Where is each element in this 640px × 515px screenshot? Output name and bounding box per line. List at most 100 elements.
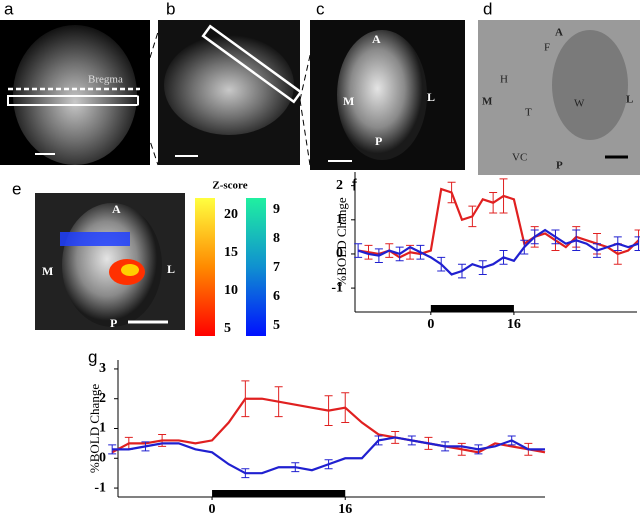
annotation: A bbox=[555, 27, 563, 39]
error-bar bbox=[374, 248, 383, 263]
error-bar bbox=[407, 435, 416, 446]
y-tick-label: 2 bbox=[99, 391, 106, 406]
annotation: T bbox=[525, 107, 532, 119]
error-bar bbox=[374, 435, 383, 446]
panel-label: g bbox=[88, 347, 97, 366]
error-bar bbox=[457, 263, 466, 279]
error-bar bbox=[520, 239, 529, 255]
activation-cool bbox=[60, 232, 130, 246]
stimulus-bar bbox=[212, 490, 346, 497]
error-bar bbox=[572, 229, 581, 252]
colorbar bbox=[195, 198, 215, 336]
y-tick-label: 0 bbox=[336, 246, 343, 261]
error-bar bbox=[241, 468, 250, 479]
error-bar bbox=[613, 236, 622, 252]
panel-label: a bbox=[4, 0, 14, 18]
annotation: P bbox=[556, 160, 563, 172]
x-tick-label: 16 bbox=[507, 317, 521, 332]
error-bar bbox=[364, 244, 373, 260]
colorbar-title: Z-score bbox=[212, 180, 247, 192]
error-bar bbox=[593, 243, 602, 258]
y-tick-label: -1 bbox=[94, 480, 106, 495]
error-bar bbox=[437, 256, 446, 272]
x-tick-label: 0 bbox=[427, 317, 434, 332]
annotation: F bbox=[544, 42, 550, 54]
error-bar bbox=[395, 246, 404, 262]
series-line bbox=[357, 228, 639, 276]
image bbox=[337, 30, 427, 160]
image bbox=[164, 35, 294, 135]
y-tick-label: 0 bbox=[99, 451, 106, 466]
annotation: H bbox=[500, 74, 508, 86]
colorbar-tick-label: 8 bbox=[273, 231, 280, 246]
connector bbox=[137, 31, 159, 97]
annotation: P bbox=[375, 134, 382, 148]
error-bar bbox=[478, 260, 487, 275]
error-bar bbox=[441, 441, 450, 452]
annotation: L bbox=[427, 90, 435, 104]
colorbar bbox=[246, 198, 266, 336]
error-bar bbox=[141, 441, 150, 452]
annotation: VC bbox=[512, 152, 527, 164]
y-tick-label: -1 bbox=[331, 280, 343, 295]
y-axis-label: %BOLD Change bbox=[87, 384, 102, 473]
slice-box bbox=[201, 24, 303, 104]
panel-label: d bbox=[483, 0, 492, 18]
colorbar-tick-label: 10 bbox=[224, 283, 238, 298]
error-bar bbox=[108, 444, 117, 455]
colorbar-tick-label: 5 bbox=[224, 321, 231, 336]
y-axis-label: %BOLD Change bbox=[334, 197, 349, 286]
connector bbox=[299, 19, 319, 101]
error-bar bbox=[324, 395, 333, 427]
colorbar-tick-label: 20 bbox=[224, 207, 238, 222]
series-line bbox=[357, 187, 640, 259]
colorbar-tick-label: 15 bbox=[224, 245, 238, 260]
panel-label: c bbox=[316, 0, 325, 18]
colorbar-tick-label: 5 bbox=[273, 318, 280, 333]
error-bar bbox=[634, 236, 640, 252]
error-bar bbox=[324, 459, 333, 470]
error-bar bbox=[241, 380, 250, 418]
activation-warm bbox=[121, 264, 139, 276]
annotation: L bbox=[626, 94, 633, 106]
error-bar bbox=[354, 243, 363, 258]
colorbar-tick-label: 7 bbox=[273, 260, 280, 275]
error-bar bbox=[551, 229, 560, 245]
colorbar-tick-label: 9 bbox=[273, 202, 280, 217]
error-bar bbox=[489, 191, 498, 214]
error-bar bbox=[530, 229, 539, 245]
connector bbox=[299, 99, 311, 166]
error-bar bbox=[468, 205, 477, 228]
error-bar bbox=[416, 244, 425, 260]
annotation: P bbox=[110, 316, 117, 330]
y-tick-label: 1 bbox=[336, 212, 343, 227]
error-bar bbox=[291, 462, 300, 473]
stimulus-bar bbox=[430, 305, 514, 312]
panel-label: e bbox=[12, 179, 21, 198]
error-bar bbox=[507, 435, 516, 446]
annotation: A bbox=[372, 32, 381, 46]
error-bar bbox=[447, 181, 456, 204]
y-tick-label: 3 bbox=[99, 361, 106, 376]
x-tick-label: 0 bbox=[209, 502, 216, 515]
error-bar bbox=[274, 386, 283, 418]
annotation: M bbox=[42, 264, 53, 278]
panel-label: b bbox=[166, 0, 175, 18]
error-bar bbox=[499, 250, 508, 265]
annotation: W bbox=[574, 98, 585, 110]
y-tick-label: 2 bbox=[336, 178, 343, 193]
annotation: Bregma bbox=[88, 74, 123, 86]
annotation: L bbox=[167, 262, 175, 276]
annotation: M bbox=[482, 96, 493, 108]
y-tick-label: 1 bbox=[99, 421, 106, 436]
error-bar bbox=[499, 178, 508, 214]
colorbar-tick-label: 6 bbox=[273, 289, 280, 304]
annotation: A bbox=[112, 202, 121, 216]
error-bar bbox=[474, 444, 483, 455]
x-tick-label: 16 bbox=[338, 502, 352, 515]
slice-box bbox=[7, 95, 139, 106]
barrel-field bbox=[552, 30, 628, 140]
error-bar bbox=[341, 392, 350, 424]
connector bbox=[137, 104, 159, 166]
